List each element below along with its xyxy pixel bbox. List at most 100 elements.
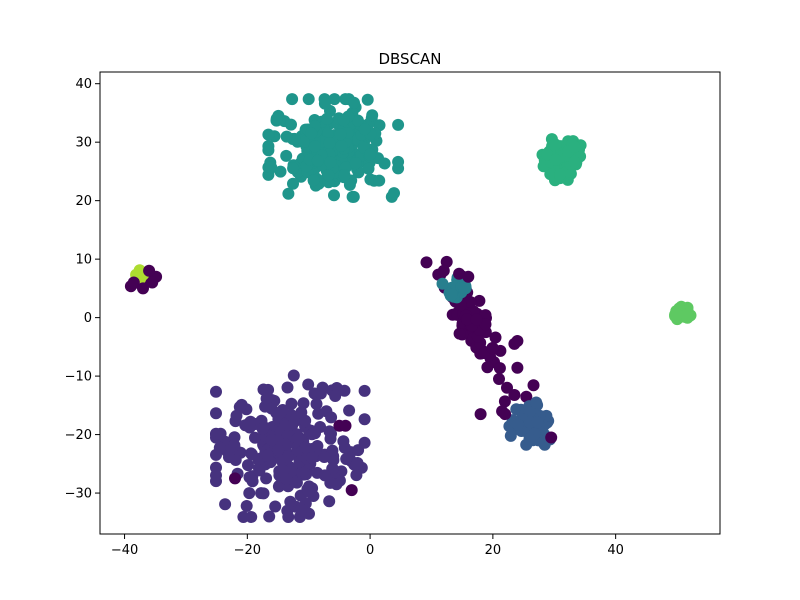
- data-point: [549, 153, 562, 166]
- data-point: [334, 128, 347, 141]
- x-tick-label: 0: [366, 543, 374, 558]
- data-point: [299, 414, 312, 427]
- data-point: [345, 484, 358, 497]
- data-point: [308, 140, 321, 153]
- data-point: [343, 178, 356, 191]
- data-point: [285, 118, 297, 131]
- data-point: [554, 168, 567, 181]
- data-point: [378, 157, 391, 170]
- data-point: [680, 309, 693, 322]
- data-point: [338, 384, 351, 397]
- data-point: [210, 448, 222, 461]
- data-point: [470, 313, 483, 326]
- data-point: [474, 408, 487, 421]
- data-point: [219, 498, 232, 511]
- data-point: [322, 169, 335, 182]
- data-point: [335, 139, 348, 152]
- data-point: [479, 318, 492, 331]
- data-point: [343, 404, 356, 417]
- data-point: [328, 189, 340, 202]
- data-point: [287, 162, 300, 175]
- data-point: [297, 397, 310, 410]
- data-point: [287, 177, 299, 190]
- data-point: [493, 373, 505, 385]
- data-point: [348, 96, 360, 109]
- data-point: [351, 457, 364, 469]
- data-point: [210, 461, 222, 474]
- data-point: [311, 154, 324, 167]
- data-point: [461, 313, 473, 326]
- x-tick-label: 40: [607, 543, 624, 558]
- data-point: [282, 187, 295, 200]
- data-point: [309, 427, 321, 440]
- data-point: [337, 114, 350, 127]
- data-point: [137, 282, 149, 295]
- data-point: [214, 427, 227, 440]
- y-tick-label: 0: [84, 311, 92, 326]
- data-point: [272, 480, 285, 493]
- data-point: [481, 361, 494, 374]
- data-point: [265, 434, 278, 446]
- y-tick-label: 30: [75, 136, 92, 151]
- data-point: [302, 378, 315, 391]
- data-point: [305, 451, 318, 464]
- data-point: [473, 294, 486, 307]
- data-point: [280, 130, 293, 143]
- data-point: [392, 118, 405, 131]
- data-point: [358, 413, 371, 426]
- data-point: [269, 500, 282, 513]
- data-point: [436, 277, 449, 290]
- data-point: [493, 362, 506, 375]
- data-point: [549, 138, 562, 151]
- data-point: [511, 361, 524, 374]
- data-point: [453, 327, 466, 340]
- data-point: [358, 384, 371, 397]
- data-point: [501, 381, 513, 394]
- data-point: [210, 385, 222, 398]
- data-point: [295, 503, 308, 516]
- data-point: [508, 389, 521, 401]
- data-point: [511, 335, 524, 347]
- data-point: [262, 128, 275, 141]
- data-point: [358, 123, 371, 136]
- x-axis: −40 −20 0 20 40: [111, 534, 624, 558]
- data-point: [388, 187, 400, 200]
- data-point: [326, 462, 339, 475]
- data-point: [282, 450, 295, 463]
- chart-title: DBSCAN: [378, 50, 441, 68]
- data-point: [530, 396, 543, 409]
- data-point: [243, 487, 256, 500]
- data-point: [279, 420, 291, 432]
- data-point: [256, 422, 269, 435]
- data-point: [270, 112, 283, 125]
- data-point: [310, 398, 323, 410]
- data-point: [281, 381, 294, 394]
- data-point: [568, 156, 581, 169]
- data-point: [541, 148, 553, 161]
- data-point: [351, 114, 364, 127]
- points-layer: [124, 93, 697, 523]
- data-point: [318, 97, 331, 110]
- data-point: [328, 93, 341, 106]
- data-point: [437, 264, 450, 277]
- data-point: [272, 444, 285, 456]
- data-point: [420, 256, 433, 269]
- data-point: [568, 141, 581, 153]
- data-point: [350, 469, 363, 482]
- data-point: [486, 342, 499, 355]
- data-point: [338, 169, 351, 181]
- data-point: [287, 369, 300, 382]
- data-point: [361, 93, 374, 106]
- data-point: [257, 383, 270, 396]
- data-point: [457, 281, 470, 294]
- data-point: [263, 510, 276, 523]
- data-point: [329, 390, 342, 402]
- data-point: [358, 436, 371, 449]
- data-point: [504, 429, 517, 442]
- data-point: [325, 411, 338, 424]
- data-point: [292, 432, 304, 445]
- data-point: [498, 395, 511, 408]
- data-point: [262, 140, 275, 153]
- data-point: [242, 459, 254, 472]
- data-point: [240, 500, 253, 512]
